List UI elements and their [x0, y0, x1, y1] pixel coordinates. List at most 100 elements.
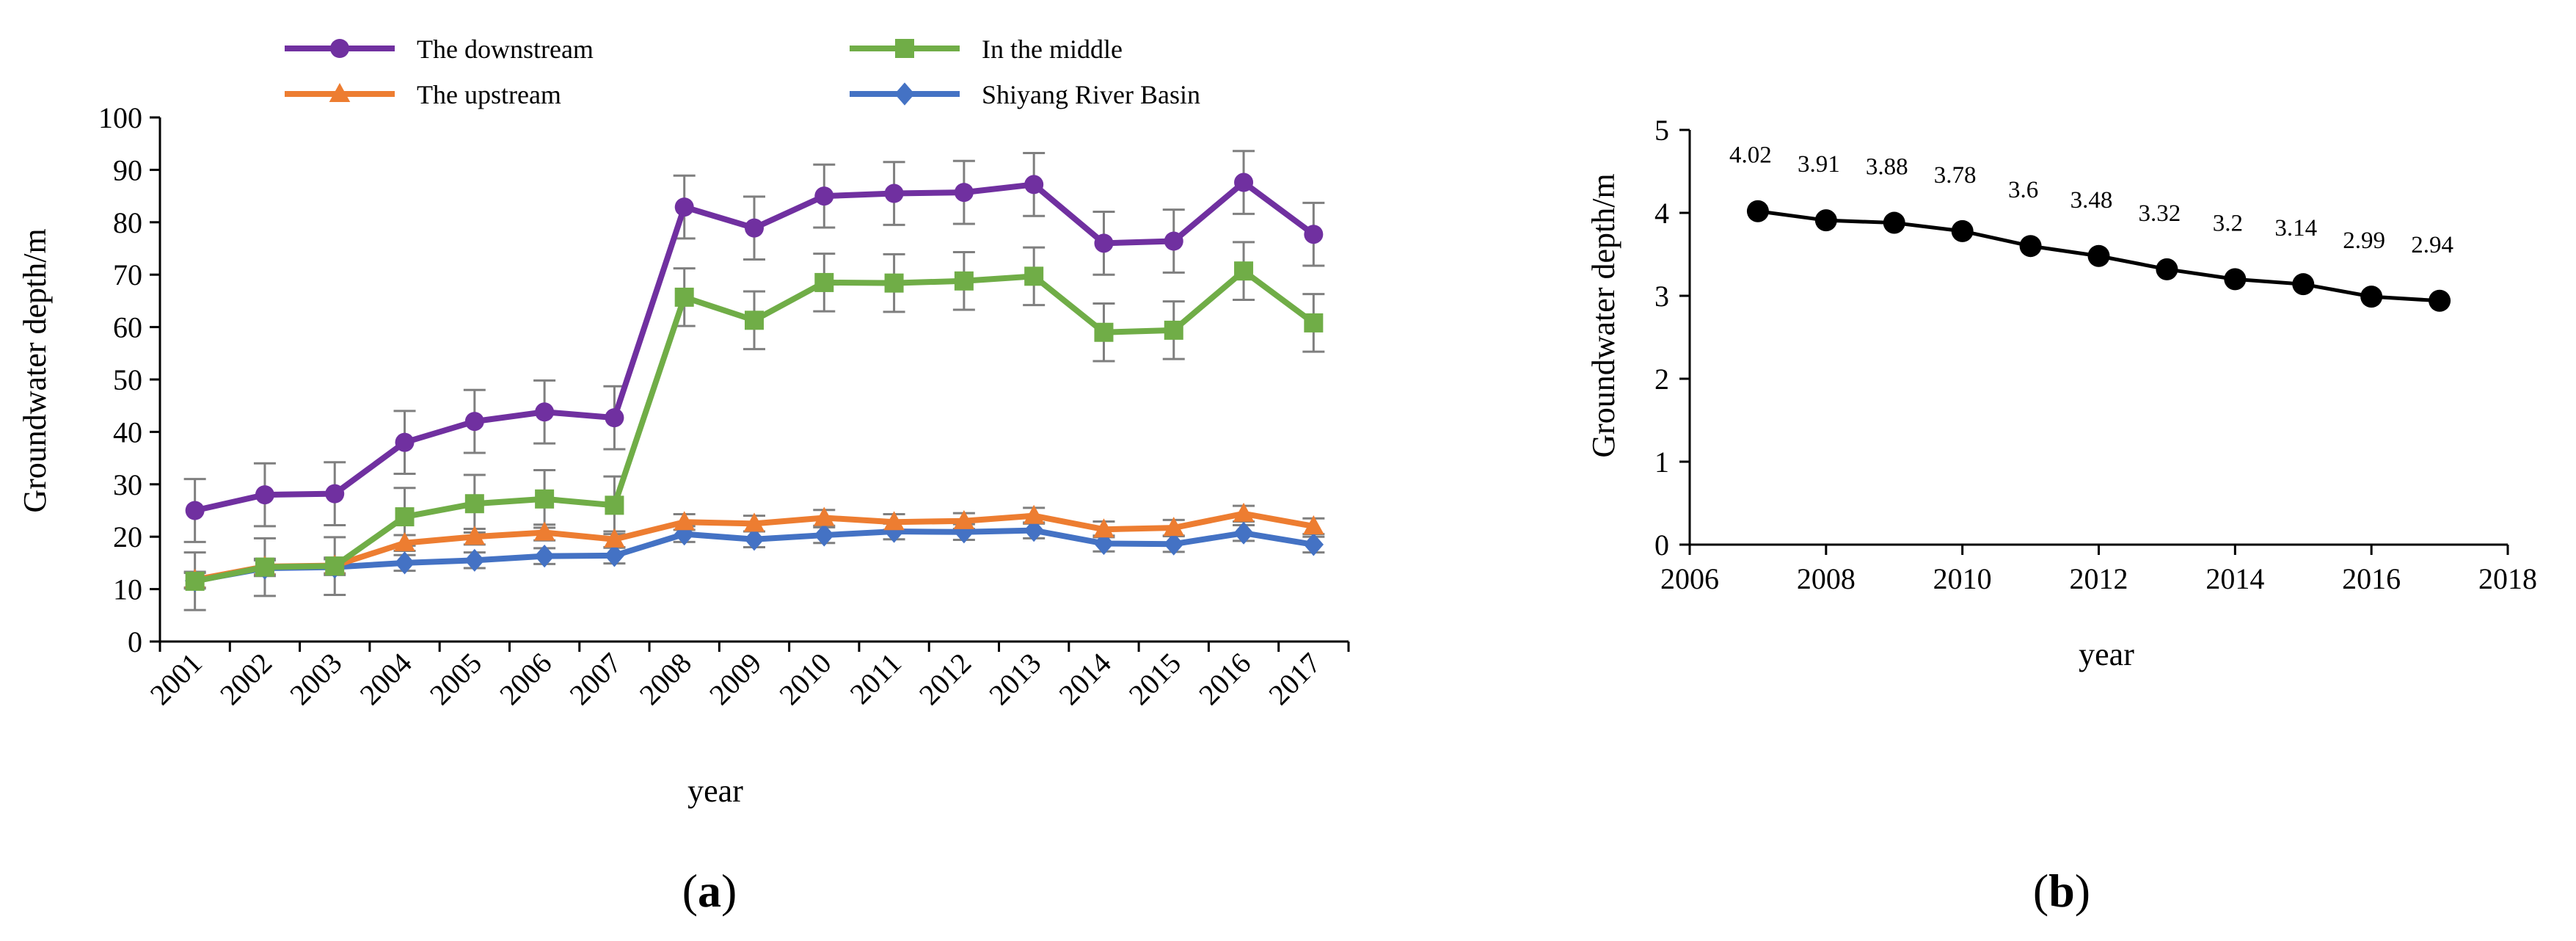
- chart-a-x-tick-label: 2016: [1192, 647, 1257, 711]
- data-point-downstream: [954, 183, 974, 203]
- data-point-middle: [185, 571, 205, 591]
- data-point: [2429, 289, 2451, 312]
- legend-label: The downstream: [417, 34, 594, 64]
- chart-a-y-tick-label: 100: [98, 101, 142, 134]
- data-point-basin: [1233, 521, 1254, 545]
- chart-a-y-tick-label: 20: [113, 520, 142, 553]
- data-point-middle: [745, 310, 764, 330]
- data-label: 3.91: [1798, 151, 1840, 178]
- chart-b-y-tick-label: 0: [1654, 528, 1669, 562]
- data-point: [1746, 200, 1769, 222]
- panel-a-label: (a): [682, 865, 737, 917]
- data-point-downstream: [814, 186, 834, 206]
- data-point-basin: [464, 548, 485, 572]
- data-point: [2087, 244, 2110, 267]
- data-point-downstream: [674, 197, 694, 217]
- chart-a-y-tick-label: 80: [113, 206, 142, 239]
- chart-a-x-tick-label: 2011: [844, 647, 908, 711]
- data-point-upstream: [464, 526, 486, 545]
- chart-a-x-tick-label: 2009: [703, 647, 767, 711]
- chart-a-y-tick-label: 30: [113, 468, 142, 501]
- data-point-basin: [604, 544, 625, 567]
- legend-item-downstream: The downstream: [285, 34, 594, 64]
- panel-b-label: (b): [2033, 865, 2090, 917]
- data-point-middle: [255, 557, 274, 577]
- data-label: 2.94: [2411, 232, 2453, 258]
- chart-a-x-tick-label: 2007: [563, 647, 627, 711]
- data-point-basin: [744, 528, 765, 551]
- chart-a-x-tick-label: 2005: [423, 647, 488, 711]
- data-point-basin: [394, 551, 415, 575]
- chart-a-legend: The downstream In the middle The upstream S…: [285, 34, 1200, 109]
- legend-item-upstream: The upstream: [285, 80, 561, 109]
- data-label: 3.32: [2139, 200, 2181, 227]
- legend-marker: [894, 82, 915, 106]
- data-point-basin: [1303, 533, 1324, 556]
- data-point-downstream: [255, 485, 274, 505]
- data-point-downstream: [464, 412, 484, 432]
- data-point-basin: [814, 523, 834, 547]
- data-point-middle: [395, 507, 415, 527]
- data-point-upstream: [1093, 518, 1114, 538]
- chart-b-x-tick-label: 2016: [2342, 562, 2401, 595]
- chart-b-y-tick-label: 5: [1654, 114, 1669, 147]
- chart-b-x-tick-label: 2008: [1797, 562, 1856, 595]
- data-point-basin: [1164, 532, 1184, 556]
- chart-b-y-tick-label: 2: [1654, 363, 1669, 396]
- chart-b-x-tick-label: 2018: [2478, 562, 2537, 595]
- chart-a-y-tick-label: 70: [113, 258, 142, 291]
- data-point-upstream: [813, 506, 835, 526]
- chart-a-x-tick-label: 2013: [982, 647, 1047, 711]
- data-label: 3.78: [1934, 162, 1977, 189]
- data-point-middle: [325, 556, 345, 576]
- data-point-upstream: [394, 531, 415, 551]
- legend-marker: [329, 83, 351, 103]
- data-point-downstream: [325, 484, 345, 504]
- data-point-basin: [883, 520, 905, 543]
- data-point: [1883, 211, 1905, 234]
- chart-a-x-axis-title: year: [687, 773, 743, 809]
- chart-a-series: [184, 172, 1324, 592]
- data-point: [2292, 273, 2315, 296]
- data-point-upstream: [1233, 502, 1255, 522]
- data-point-middle: [605, 495, 624, 515]
- data-point-downstream: [1304, 225, 1324, 244]
- data-point-downstream: [1024, 175, 1044, 195]
- legend-marker: [895, 39, 914, 58]
- data-point-downstream: [535, 402, 555, 422]
- chart-a-x-tick-label: 2001: [144, 647, 208, 711]
- data-point: [2360, 286, 2383, 308]
- data-point-middle: [464, 494, 484, 514]
- data-point-basin: [534, 545, 555, 568]
- data-point-middle: [535, 489, 555, 509]
- chart-b-x-tick-label: 2006: [1660, 562, 1719, 595]
- chart-a-x-tick-label: 2006: [493, 647, 558, 711]
- data-point: [2019, 235, 2042, 258]
- data-point-downstream: [1094, 233, 1114, 253]
- data-label: 3.14: [2274, 215, 2317, 241]
- chart-a-x-tick-label: 2014: [1052, 647, 1117, 711]
- data-point-basin: [1024, 519, 1044, 542]
- data-point-middle: [954, 271, 974, 291]
- data-point-downstream: [745, 218, 764, 238]
- chart-a-y-tick-label: 0: [128, 625, 142, 658]
- chart-a-x-tick-label: 2003: [283, 647, 348, 711]
- data-point-middle: [1234, 261, 1254, 281]
- data-point-upstream: [674, 511, 696, 531]
- chart-a-y-tick-label: 90: [113, 153, 142, 186]
- chart-b-x-tick-label: 2012: [2070, 562, 2128, 595]
- data-point-middle: [674, 287, 694, 307]
- data-point-downstream: [395, 432, 415, 452]
- chart-b-series: 4.02 3.91 3.88 3.78 3.6 3.48 3.32 3.2 3.14 2.99 2.…: [1729, 142, 2453, 312]
- data-point-middle: [1164, 320, 1183, 340]
- data-point: [2156, 258, 2178, 280]
- data-point-downstream: [1164, 231, 1183, 251]
- data-point-downstream: [884, 184, 904, 203]
- chart-b: 0 1 2 3 4 5 2006 2008 2010 2012 2014 2016 2018 4.02 3…: [1586, 114, 2537, 917]
- data-point-downstream: [1234, 172, 1254, 192]
- data-point: [1951, 219, 1974, 242]
- data-point-upstream: [883, 511, 905, 531]
- data-point-middle: [1304, 313, 1324, 333]
